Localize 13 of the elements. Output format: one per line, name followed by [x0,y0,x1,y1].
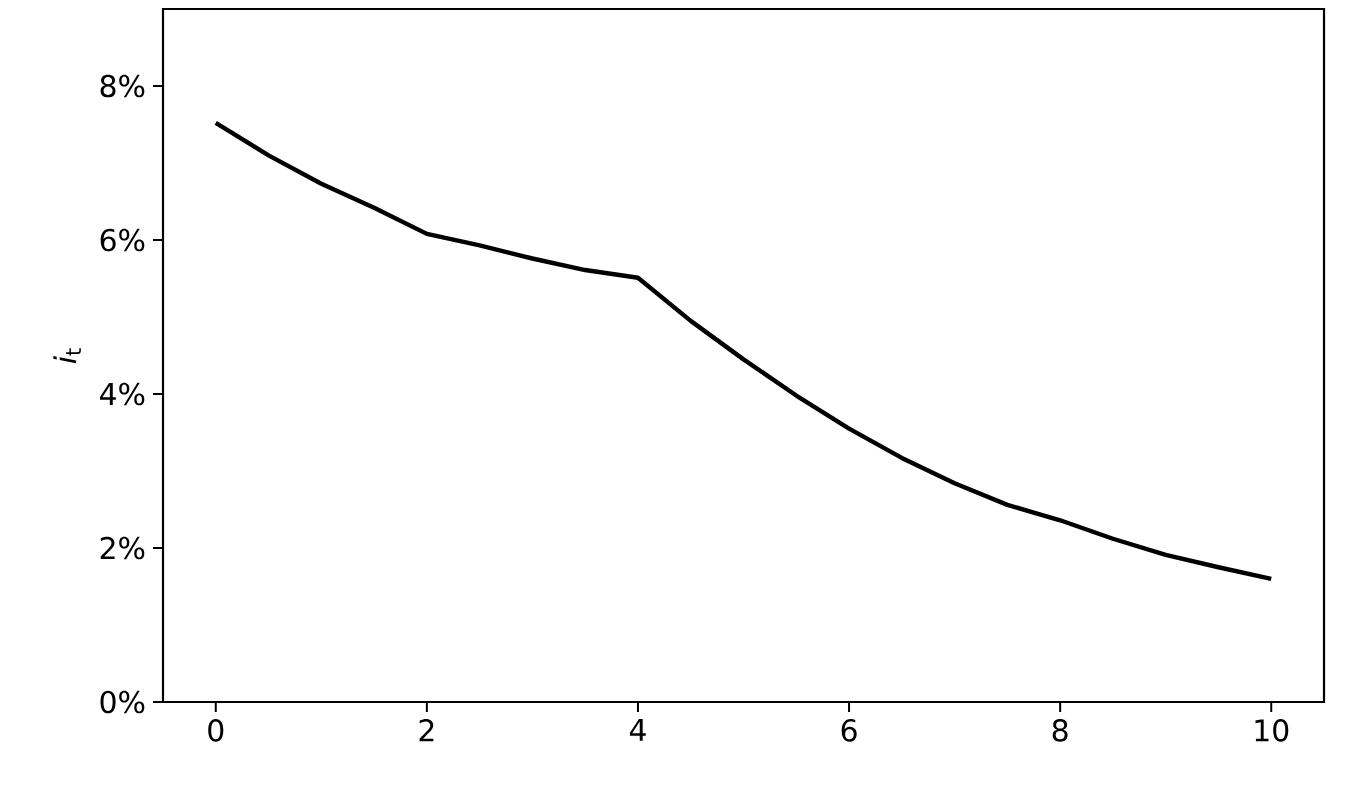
x-tick-label: 10 [1255,719,1289,742]
line-series [213,120,1274,581]
y-tick-label: 4% [100,382,145,406]
y-tick-label: 6% [100,228,145,252]
x-tick-label: 2 [419,719,434,742]
x-tick-label: 8 [1052,719,1068,742]
y-tick-label: 0% [100,690,145,714]
x-tick-label: 6 [841,719,857,742]
y-tick-label: 2% [100,536,145,560]
y-axis-title: i$_{t}$ [53,348,81,364]
x-tick-label: 0 [208,719,224,742]
x-tick-label: 4 [629,719,646,741]
y-tick-label: 8% [100,74,145,98]
